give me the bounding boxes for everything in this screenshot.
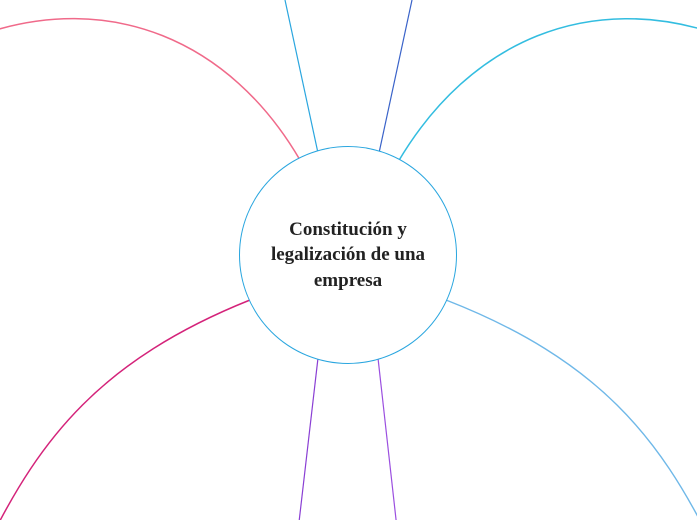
branch-bottom-left-inner — [290, 358, 318, 520]
center-node-label: Constitución y legalización de una empre… — [260, 217, 436, 294]
branch-bottom-right-inner — [378, 358, 405, 520]
branch-top-right-cyan — [398, 19, 697, 162]
branch-right-lightblue — [446, 300, 697, 520]
branch-left-magenta — [0, 300, 250, 520]
branch-top-right-inner — [379, 0, 412, 153]
center-node[interactable]: Constitución y legalización de una empre… — [240, 147, 456, 363]
branch-top-left-pink — [0, 19, 300, 160]
branch-top-left-inner — [285, 0, 318, 153]
